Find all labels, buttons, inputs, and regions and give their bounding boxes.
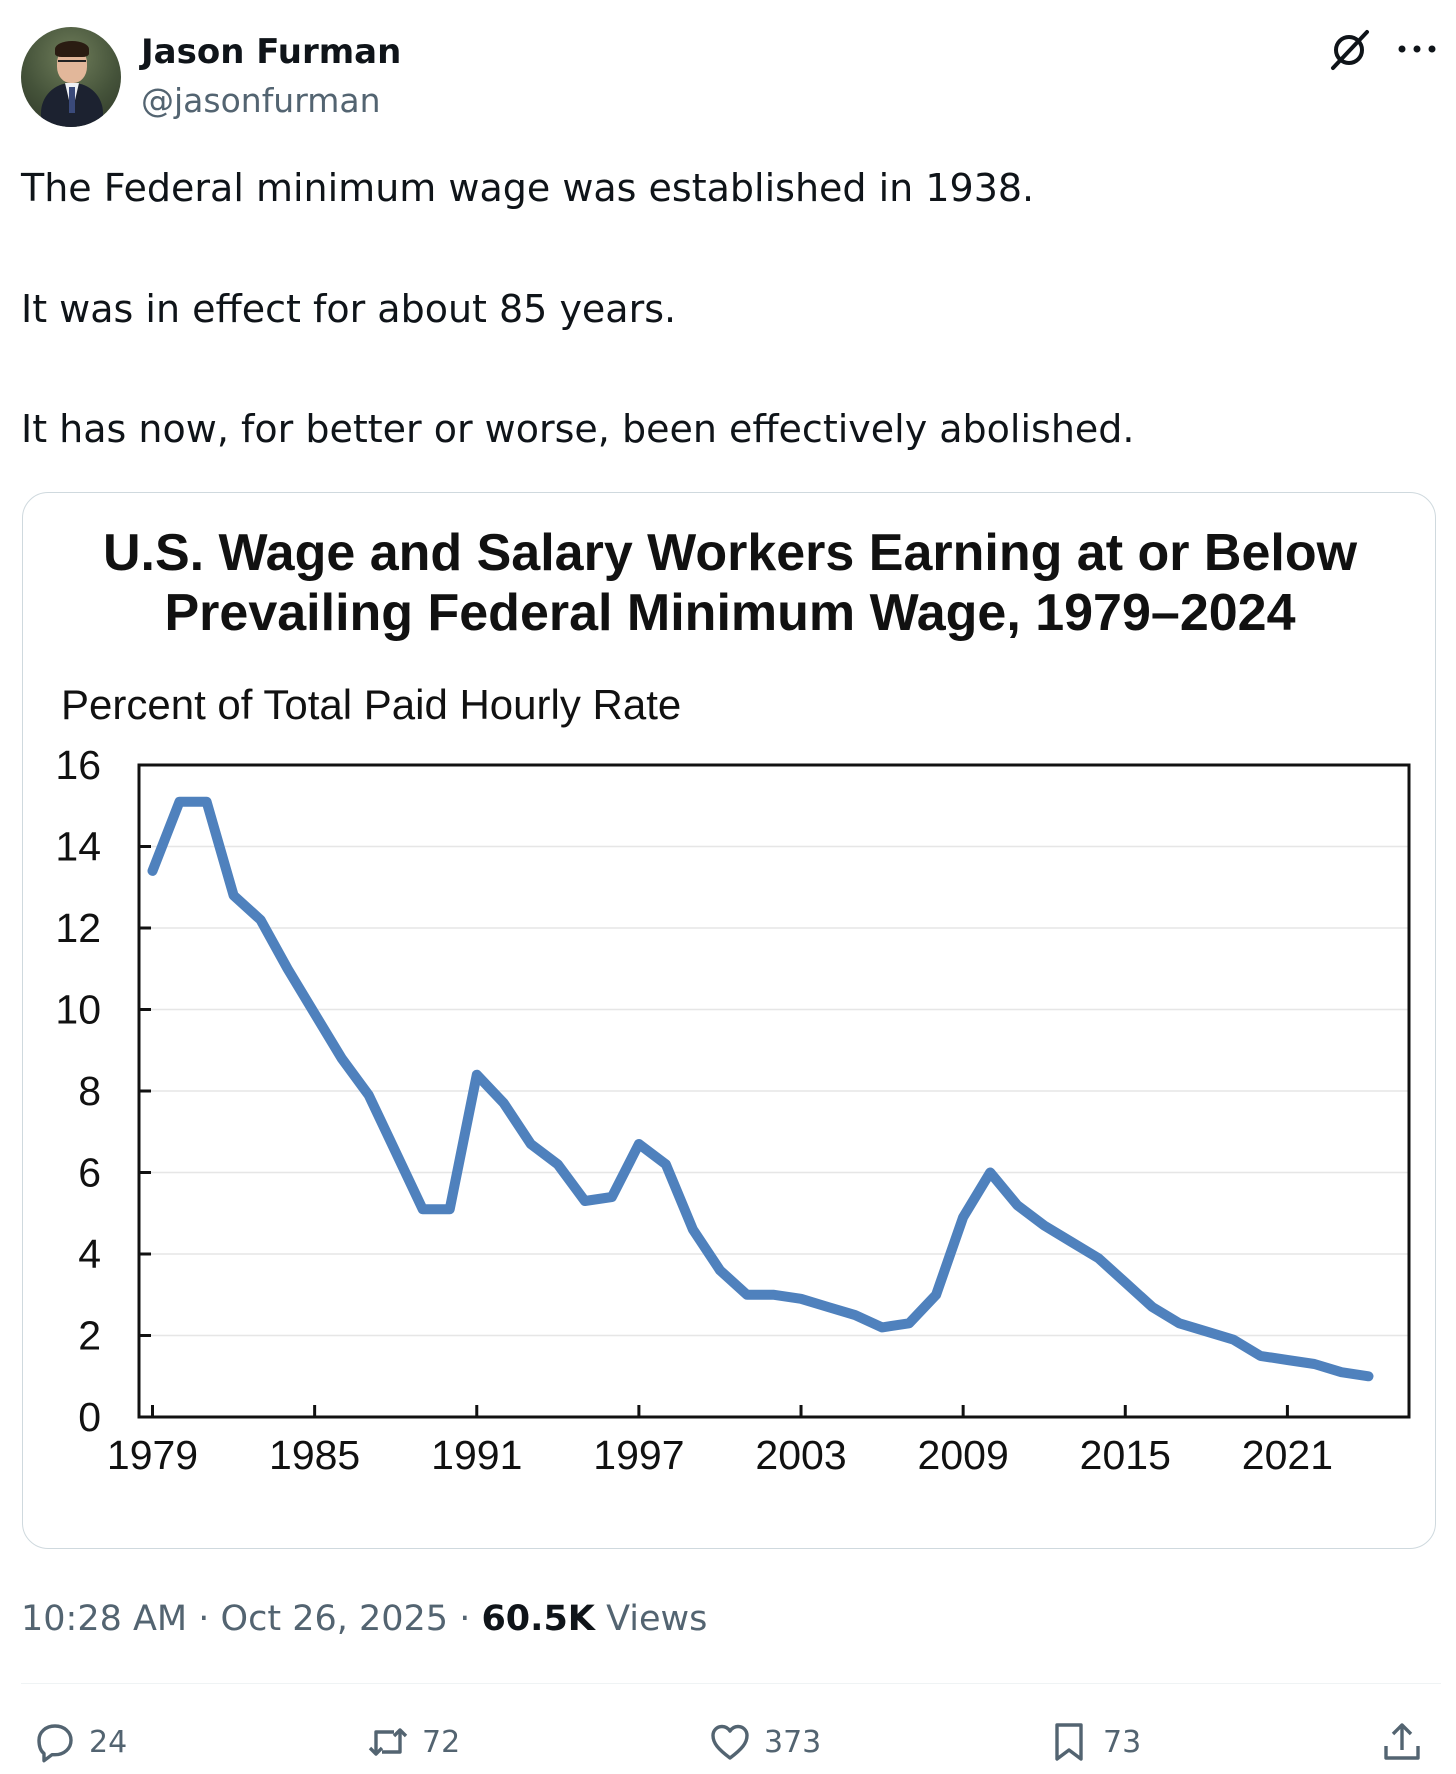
x-tick-label-2015: 2015 xyxy=(1080,1432,1171,1478)
y-tick-label-16: 16 xyxy=(55,742,101,788)
y-tick-label-8: 8 xyxy=(78,1068,101,1114)
reply-button[interactable]: 24 xyxy=(33,1717,127,1767)
tweet-text-line-3: It has now, for better or worse, been ef… xyxy=(21,407,1135,451)
views-count: 60.5K xyxy=(481,1599,595,1639)
share-button[interactable] xyxy=(1380,1717,1436,1767)
repost-icon xyxy=(368,1728,408,1756)
tweet-text-line-2: It was in effect for about 85 years. xyxy=(21,287,677,331)
y-tick-label-12: 12 xyxy=(55,905,101,951)
bookmark-button[interactable]: 73 xyxy=(1047,1717,1141,1767)
chart-card[interactable]: U.S. Wage and Salary Workers Earning at … xyxy=(22,492,1436,1549)
series-line-0 xyxy=(147,796,1374,1382)
x-tick-label-2003: 2003 xyxy=(755,1432,846,1478)
y-tick-label-6: 6 xyxy=(78,1150,101,1196)
like-count: 373 xyxy=(764,1724,822,1760)
author-handle[interactable]: @jasonfurman xyxy=(141,81,381,120)
tweet-time[interactable]: 10:28 AM xyxy=(21,1599,188,1639)
views-label: Views xyxy=(606,1599,708,1639)
like-button[interactable]: 373 xyxy=(708,1717,821,1767)
tweet-date[interactable]: Oct 26, 2025 xyxy=(220,1599,449,1639)
chart-title-line-2: Prevailing Federal Minimum Wage, 1979–20… xyxy=(164,584,1296,642)
avatar[interactable] xyxy=(21,27,121,127)
y-tick-label-0: 0 xyxy=(78,1394,101,1440)
like-icon xyxy=(711,1724,749,1760)
y-tick-label-4: 4 xyxy=(78,1231,101,1277)
author-name[interactable]: Jason Furman xyxy=(141,32,402,72)
repost-count: 72 xyxy=(422,1724,461,1760)
share-icon xyxy=(1384,1723,1420,1760)
reply-icon xyxy=(37,1724,73,1763)
bookmark-count: 73 xyxy=(1103,1724,1142,1760)
grok-icon[interactable] xyxy=(1327,28,1371,72)
bookmark-icon xyxy=(1055,1723,1083,1761)
tweet-text-line-1: The Federal minimum wage was established… xyxy=(21,166,1035,210)
repost-button[interactable]: 72 xyxy=(366,1717,460,1767)
more-icon[interactable] xyxy=(1395,34,1439,64)
y-tick-label-2: 2 xyxy=(78,1313,101,1359)
y-tick-label-10: 10 xyxy=(55,987,101,1033)
x-tick-label-1985: 1985 xyxy=(269,1432,360,1478)
reply-count: 24 xyxy=(89,1724,128,1760)
x-tick-label-1997: 1997 xyxy=(593,1432,684,1478)
tweet-meta: 10:28 AM · Oct 26, 2025 · 60.5K Views xyxy=(21,1599,708,1639)
line-chart: 0 2 4 6 8 10 12 14 16 1979 1985 1991 1997 2003 2009 201… xyxy=(55,742,1411,1478)
x-tick-label-1979: 1979 xyxy=(107,1432,198,1478)
chart-ylabel: Percent of Total Paid Hourly Rate xyxy=(61,681,682,728)
divider xyxy=(21,1683,1441,1684)
y-tick-label-14: 14 xyxy=(55,824,101,870)
x-tick-label-2021: 2021 xyxy=(1242,1432,1333,1478)
chart-title-line-1: U.S. Wage and Salary Workers Earning at … xyxy=(102,524,1358,582)
x-tick-label-1991: 1991 xyxy=(431,1432,522,1478)
x-tick-label-2009: 2009 xyxy=(918,1432,1009,1478)
